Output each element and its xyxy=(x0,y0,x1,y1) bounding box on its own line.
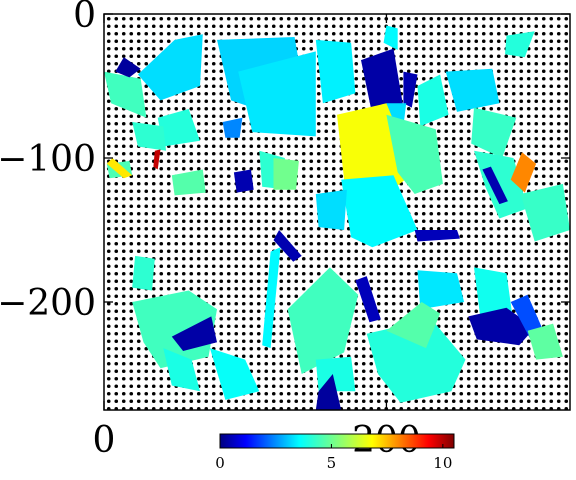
data-regions xyxy=(104,25,570,410)
colorbar-tick-label-1: 5 xyxy=(327,454,337,472)
region-34 xyxy=(132,255,155,291)
plot-frame xyxy=(103,13,571,411)
region-22 xyxy=(510,152,537,193)
region-40 xyxy=(315,374,342,410)
region-17 xyxy=(386,114,443,194)
region-25 xyxy=(355,276,381,323)
region-8 xyxy=(383,25,398,50)
y-tick-label-1: −100 xyxy=(0,139,96,180)
region-10 xyxy=(403,71,418,108)
region-49 xyxy=(273,158,299,190)
colorbar-tick-label-0: 0 xyxy=(215,454,225,472)
region-27 xyxy=(417,270,465,310)
region-23 xyxy=(520,183,570,242)
region-2 xyxy=(238,51,316,137)
region-3 xyxy=(104,71,147,118)
region-29 xyxy=(468,307,535,346)
region-4 xyxy=(115,57,141,78)
colorbar xyxy=(219,433,455,449)
y-tick-label-2: −200 xyxy=(0,283,96,324)
region-39 xyxy=(315,356,356,392)
region-24 xyxy=(273,230,302,262)
region-33 xyxy=(171,316,217,351)
region-19 xyxy=(315,189,347,230)
region-42 xyxy=(386,302,441,349)
y-tick-label-0: 0 xyxy=(73,0,96,36)
region-37 xyxy=(262,247,281,349)
region-18 xyxy=(341,175,418,248)
region-35 xyxy=(163,348,200,392)
region-6 xyxy=(132,122,167,151)
region-38 xyxy=(287,267,359,374)
region-0 xyxy=(137,34,203,101)
region-50 xyxy=(222,117,243,138)
colorbar-tick-label-2: 10 xyxy=(433,454,452,472)
region-46 xyxy=(171,169,206,196)
region-44 xyxy=(106,158,133,179)
region-13 xyxy=(445,68,500,112)
region-32 xyxy=(132,290,217,369)
region-31 xyxy=(527,323,563,360)
region-14 xyxy=(471,107,517,158)
region-47 xyxy=(233,169,254,193)
region-30 xyxy=(510,294,545,340)
region-5 xyxy=(157,109,200,147)
region-12 xyxy=(417,74,449,127)
region-7 xyxy=(315,39,356,104)
region-9 xyxy=(361,48,404,115)
region-41 xyxy=(366,319,466,403)
x-tick-label-0: 0 xyxy=(93,420,116,461)
region-20 xyxy=(474,150,528,219)
region-26 xyxy=(414,230,460,242)
region-45 xyxy=(153,149,161,170)
region-36 xyxy=(209,348,260,400)
colorbar-ticks: 0 5 10 xyxy=(215,444,452,472)
axis-ticks xyxy=(103,13,570,410)
region-15 xyxy=(505,31,535,58)
region-21 xyxy=(482,166,508,205)
